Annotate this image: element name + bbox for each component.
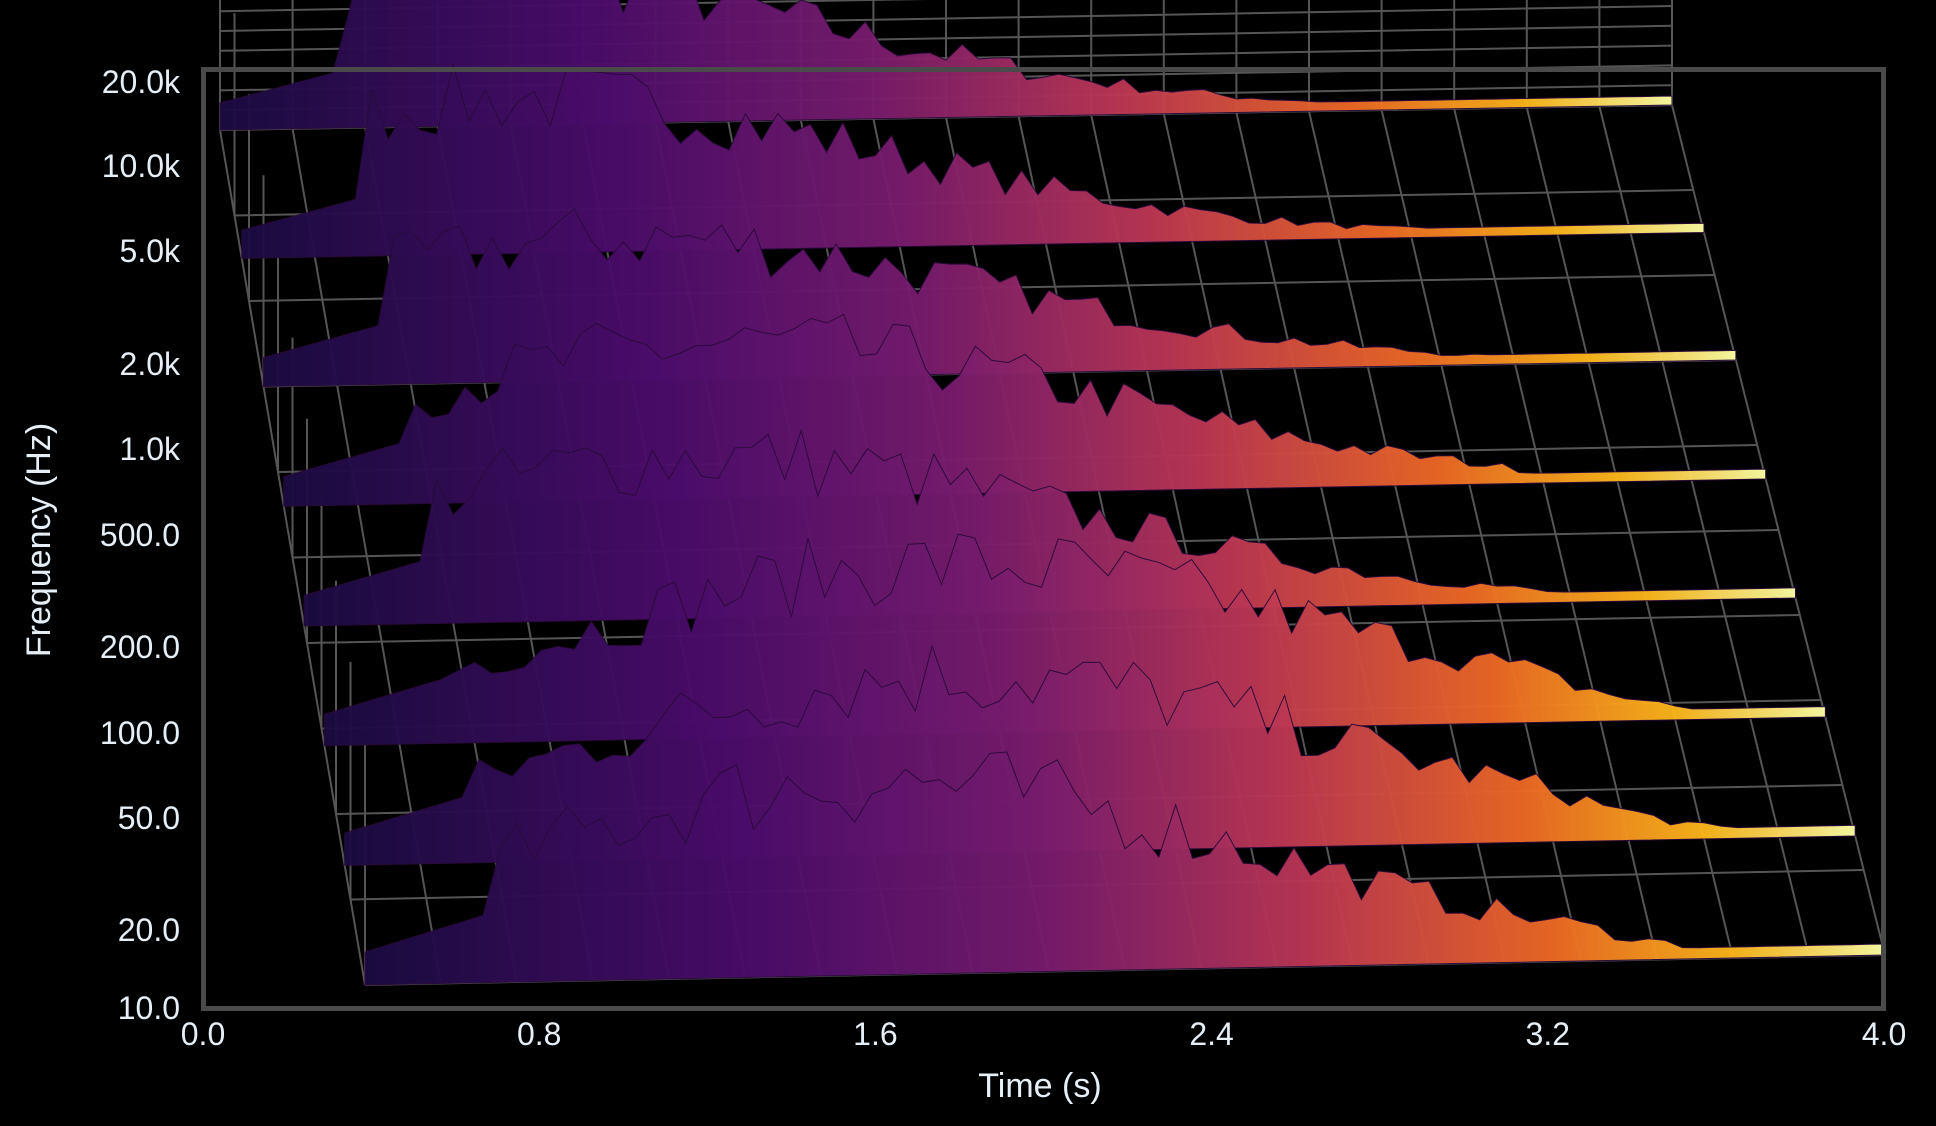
y-tick-label: 200.0 (100, 629, 180, 665)
surface-ridge (364, 751, 1886, 986)
y-tick-label: 2.0k (120, 346, 181, 382)
y-axis-title: Frequency (Hz) (20, 423, 58, 657)
y-tick-label: 1.0k (120, 431, 181, 467)
y-tick-label: 20.0k (102, 64, 181, 100)
x-axis-ticks: 0.0 0.8 1.6 2.4 3.2 4.0 (181, 1016, 1906, 1052)
y-tick-label: 10.0 (118, 990, 180, 1026)
x-tick-label: 0.8 (517, 1016, 561, 1052)
x-tick-label: 4.0 (1862, 1016, 1906, 1052)
x-tick-label: 1.6 (853, 1016, 897, 1052)
x-tick-label: 2.4 (1189, 1016, 1233, 1052)
y-tick-label: 5.0k (120, 233, 181, 269)
y-axis-ticks: 20.0k 10.0k 5.0k 2.0k 1.0k 500.0 200.0 100.0 50.… (100, 64, 181, 1026)
surface-ridge (323, 533, 1826, 747)
y-tick-label: 50.0 (118, 800, 180, 836)
x-tick-label: 3.2 (1526, 1016, 1570, 1052)
surface-ridge (303, 428, 1796, 627)
surface-ridges (219, 0, 1886, 986)
plot-frame (201, 67, 1886, 1011)
x-axis-title: Time (s) (978, 1067, 1101, 1105)
x-tick-label: 0.0 (181, 1016, 225, 1052)
surface-ridge (241, 63, 1705, 259)
y-tick-label: 20.0 (118, 912, 180, 948)
y-tick-label: 500.0 (100, 517, 180, 553)
y-tick-label: 10.0k (102, 148, 181, 184)
y-tick-label: 100.0 (100, 715, 180, 751)
